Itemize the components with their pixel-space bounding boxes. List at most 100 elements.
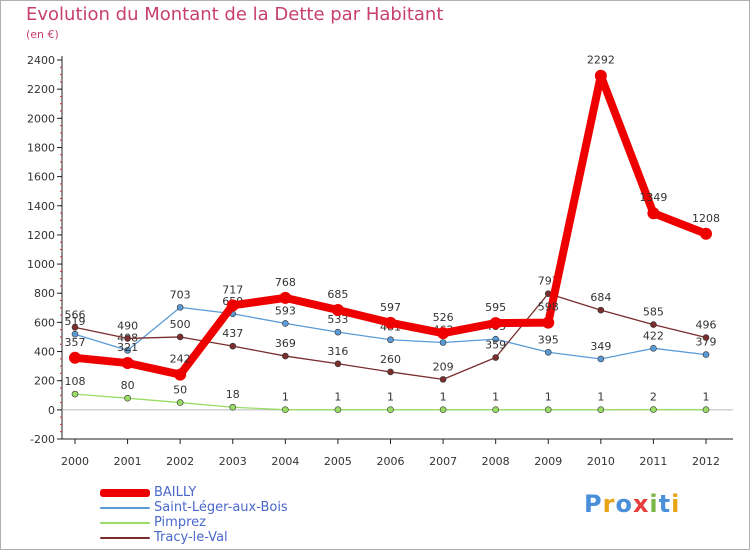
logo-letter: i	[671, 490, 681, 518]
data-label: 1	[282, 391, 289, 404]
legend-item: Pimprez	[100, 515, 288, 530]
data-point	[544, 406, 552, 414]
data-label: 395	[538, 333, 559, 346]
x-tick-label: 2001	[114, 455, 142, 468]
data-label: 1349	[639, 191, 667, 204]
data-point	[702, 351, 710, 358]
data-label: 1	[597, 391, 604, 404]
y-tick-label: 2200	[27, 83, 55, 96]
y-tick-label: 400	[34, 346, 55, 359]
data-label: 598	[538, 301, 559, 314]
data-label: 490	[117, 319, 138, 332]
data-label: 316	[327, 345, 348, 358]
legend-item: BAILLY	[100, 485, 288, 500]
data-point	[176, 333, 184, 341]
data-label: 533	[327, 313, 348, 326]
data-label: 717	[222, 283, 243, 296]
data-label: 321	[117, 341, 138, 354]
data-point	[71, 390, 79, 398]
data-point	[492, 335, 499, 343]
y-tick-label: 1800	[27, 141, 55, 154]
data-point	[387, 406, 394, 414]
data-label: 2292	[587, 54, 615, 67]
data-point	[439, 339, 447, 346]
data-point	[597, 306, 605, 314]
y-tick-label: 800	[34, 287, 55, 300]
data-label: 209	[433, 360, 454, 373]
data-label: 50	[173, 384, 187, 397]
data-label: 526	[433, 311, 454, 324]
data-label: 242	[170, 353, 191, 366]
data-label: 500	[170, 318, 191, 331]
y-tick-label: 600	[34, 316, 55, 329]
data-point	[439, 406, 447, 414]
data-label: 18	[226, 388, 240, 401]
data-point	[124, 394, 131, 402]
data-point	[650, 321, 657, 328]
x-tick-label: 2011	[639, 455, 667, 468]
x-tick-label: 2012	[692, 455, 720, 468]
data-label: 593	[275, 304, 296, 317]
y-tick-label: -200	[30, 433, 55, 446]
data-label: 684	[590, 291, 611, 304]
data-point	[702, 406, 710, 414]
data-label: 349	[590, 340, 611, 353]
data-point	[282, 320, 289, 327]
data-label: 703	[170, 288, 191, 301]
data-label: 685	[327, 288, 348, 301]
logo-letter: P	[584, 490, 603, 518]
data-point	[334, 328, 342, 336]
x-tick-label: 2006	[377, 455, 405, 468]
y-tick-label: 1400	[27, 200, 55, 213]
data-label: 1	[387, 391, 394, 404]
data-label: 357	[65, 336, 86, 349]
data-point	[700, 227, 712, 240]
x-tick-label: 2008	[482, 455, 510, 468]
data-label: 1	[334, 391, 341, 404]
data-point	[174, 368, 187, 381]
data-label: 768	[275, 276, 296, 289]
y-tick-label: 2400	[27, 54, 55, 67]
data-label: 422	[643, 329, 664, 342]
y-tick-label: 1000	[27, 258, 55, 271]
data-point	[437, 327, 450, 340]
data-point	[544, 348, 552, 356]
data-point	[492, 406, 499, 414]
chart-legend: BAILLY Saint-Léger-aux-Bois Pimprez Tracy-l…	[100, 485, 288, 545]
data-point	[176, 304, 184, 311]
x-tick-label: 2007	[429, 455, 457, 468]
data-label: 379	[696, 336, 717, 349]
legend-label: Pimprez	[154, 515, 206, 530]
data-point	[492, 354, 499, 361]
data-point	[282, 406, 289, 414]
data-point	[279, 291, 292, 304]
data-point	[650, 406, 657, 413]
x-tick-label: 2002	[166, 455, 194, 468]
data-label: 597	[380, 301, 401, 314]
data-label: 437	[222, 327, 243, 340]
logo-letter: o	[615, 490, 633, 518]
data-point	[647, 207, 660, 220]
data-point	[124, 347, 131, 354]
legend-swatch	[100, 488, 150, 497]
y-tick-label: 200	[34, 375, 55, 388]
proxiti-logo: Proxiti	[584, 490, 680, 518]
data-point	[176, 399, 184, 406]
data-point	[334, 406, 342, 414]
data-point	[387, 368, 394, 376]
data-point	[387, 336, 394, 344]
legend-swatch	[100, 536, 150, 539]
x-tick-label: 2009	[534, 455, 562, 468]
data-point	[384, 316, 397, 329]
logo-letter: i	[649, 490, 659, 518]
data-point	[597, 355, 605, 363]
data-point	[489, 317, 502, 330]
legend-item: Tracy-le-Val	[100, 530, 288, 545]
y-tick-label: 0	[48, 404, 55, 417]
x-tick-label: 2004	[271, 455, 299, 468]
legend-swatch	[100, 521, 150, 524]
data-point	[71, 330, 79, 338]
logo-letter: t	[658, 490, 672, 518]
legend-item: Saint-Léger-aux-Bois	[100, 500, 288, 515]
